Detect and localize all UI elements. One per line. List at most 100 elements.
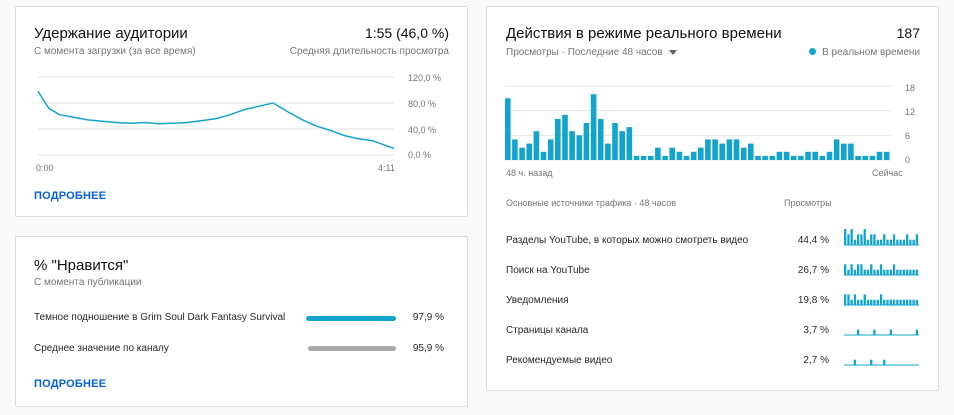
realtime-ytick-0: 18 <box>905 83 916 93</box>
sparkline-bar <box>850 264 853 275</box>
sparkline-bar <box>844 294 847 305</box>
realtime-bar <box>790 155 797 160</box>
sparkline-bar <box>857 299 860 305</box>
realtime-bar <box>769 155 776 160</box>
retention-xtick-start: 0:00 <box>36 163 54 173</box>
sparkline-bar <box>909 269 912 275</box>
sparkline-bar <box>853 359 857 365</box>
sparkline-bar <box>863 229 866 245</box>
sparkline-bar <box>857 234 860 245</box>
sparkline-bar <box>906 269 909 275</box>
realtime-bar <box>590 94 597 160</box>
source-row-3-value: 3,7 % <box>803 325 829 336</box>
sparkline-bar <box>844 229 847 245</box>
realtime-bar <box>612 123 618 160</box>
sparkline-bar <box>915 299 918 305</box>
realtime-bar <box>826 151 833 160</box>
retention-ytick-0: 120,0 % <box>408 73 442 83</box>
chevron-down-icon <box>668 49 677 55</box>
legend-dot-icon <box>809 47 817 55</box>
realtime-period-label: Просмотры · Последние 48 часов <box>506 47 663 58</box>
sparkline-bar <box>860 234 863 245</box>
sparkline-bar <box>873 269 876 275</box>
retention-ytick-3: 0,0 % <box>408 150 432 160</box>
source-row-4-sparkline <box>844 359 919 366</box>
sparkline-bar <box>886 299 889 305</box>
sparkline-bar <box>866 239 870 245</box>
realtime-bar <box>648 155 654 160</box>
realtime-bar <box>676 151 683 160</box>
sparkline-bar <box>847 234 850 245</box>
realtime-bar <box>562 114 568 160</box>
realtime-bar <box>583 123 590 160</box>
sparkline-bar <box>850 229 853 245</box>
realtime-legend-label: В реальном времени <box>822 47 920 58</box>
sparkline-bar <box>896 299 899 305</box>
realtime-bar <box>597 118 604 160</box>
sparkline-bar <box>850 299 853 305</box>
realtime-xlabel-start: 48 ч. назад <box>506 168 553 178</box>
sparkline-bar <box>853 269 857 275</box>
source-row-2-value: 19,8 % <box>797 295 829 306</box>
source-row-0-label: Разделы YouTube, в которых можно смотрет… <box>506 235 749 246</box>
sparkline-bar <box>909 299 912 305</box>
sparkline-bar <box>912 269 915 275</box>
sparkline-bar <box>866 269 870 275</box>
sparkline-bar <box>902 299 905 305</box>
source-row-1-sparkline <box>844 264 919 276</box>
realtime-bar <box>719 143 725 160</box>
realtime-value: 187 <box>896 25 920 41</box>
realtime-ytick-3: 0 <box>905 155 911 165</box>
retention-card: Удержание аудитории С момента загрузки (… <box>15 6 468 217</box>
realtime-bar <box>862 155 868 160</box>
sources-header: Основные источники трафика · 48 часов <box>506 198 677 208</box>
realtime-bar <box>540 151 547 160</box>
realtime-bar <box>869 155 876 160</box>
likes-row-channel-bar <box>308 346 396 351</box>
realtime-bar <box>576 135 583 160</box>
views-header: Просмотры <box>784 198 832 208</box>
sparkline-bar <box>879 264 883 275</box>
sparkline-bar <box>853 294 857 305</box>
likes-card: % "Нравится" С момента публикации Темное… <box>15 236 468 407</box>
sparkline-bar <box>853 239 857 245</box>
realtime-bar <box>690 151 697 160</box>
realtime-bar <box>505 98 511 160</box>
realtime-bar <box>555 118 561 160</box>
source-row-4-label: Рекомендуемые видео <box>506 355 613 366</box>
realtime-bar <box>812 151 818 160</box>
realtime-bar <box>733 139 740 160</box>
retention-chart <box>37 76 395 156</box>
sparkline-bar <box>906 299 909 305</box>
sparkline-bar <box>863 294 866 305</box>
realtime-bar <box>819 155 826 160</box>
sparkline-bar <box>844 264 847 275</box>
sparkline-bar <box>915 329 918 335</box>
sparkline-bar <box>847 269 850 275</box>
sparkline-bar <box>892 234 896 245</box>
likes-more-link[interactable]: ПОДРОБНЕЕ <box>34 378 107 390</box>
likes-subtitle: С момента публикации <box>34 277 142 288</box>
realtime-bar <box>512 139 518 160</box>
source-row-3-label: Страницы канала <box>506 325 589 336</box>
sparkline-bar <box>909 239 912 245</box>
sparkline-bar <box>870 234 873 245</box>
sparkline-bar <box>889 299 892 305</box>
sparkline-bar <box>892 264 896 275</box>
source-row-1-value: 26,7 % <box>797 265 829 276</box>
likes-row-channel-label: Среднее значение по каналу <box>34 343 169 354</box>
realtime-bar <box>740 147 747 160</box>
realtime-bar <box>833 139 840 160</box>
realtime-bar <box>655 147 661 160</box>
sparkline-bar <box>889 329 892 335</box>
retention-subtitle: С момента загрузки (за все время) <box>34 46 196 57</box>
sparkline-bar <box>883 299 886 305</box>
sparkline-bar <box>857 264 860 275</box>
source-row-1-label: Поиск на YouTube <box>506 265 590 276</box>
realtime-period-dropdown[interactable]: Просмотры · Последние 48 часов <box>506 47 677 58</box>
retention-more-link[interactable]: ПОДРОБНЕЕ <box>34 190 107 202</box>
sparkline-bar <box>876 239 879 245</box>
realtime-bar <box>569 131 575 160</box>
sparkline-bar <box>892 299 896 305</box>
sparkline-bar <box>915 269 918 275</box>
